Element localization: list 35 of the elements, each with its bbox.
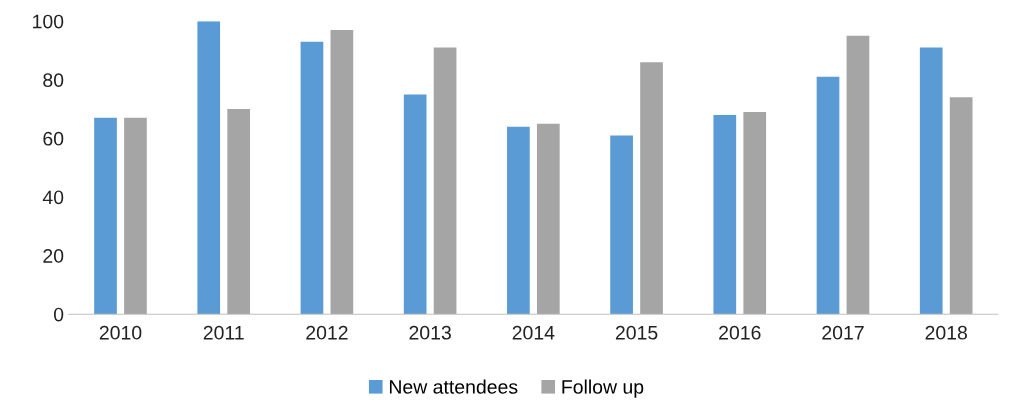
y-tick-label: 40 bbox=[42, 190, 64, 205]
x-tick-label: 2015 bbox=[615, 325, 658, 340]
y-tick-label: 100 bbox=[33, 14, 64, 29]
x-tick-label: 2018 bbox=[925, 325, 967, 340]
bar bbox=[124, 117, 147, 315]
y-tick-label: 20 bbox=[43, 249, 64, 263]
bar bbox=[433, 47, 457, 315]
y-tick-label: 60 bbox=[43, 131, 64, 146]
bar bbox=[536, 123, 560, 315]
x-tick-label: 2010 bbox=[99, 325, 142, 340]
bar bbox=[846, 35, 870, 315]
bar bbox=[227, 109, 251, 315]
x-tick-label: 2017 bbox=[822, 325, 864, 340]
bar bbox=[300, 41, 324, 315]
legend-label: Follow up bbox=[562, 379, 644, 398]
bar bbox=[743, 112, 767, 315]
bar bbox=[403, 94, 427, 315]
bar bbox=[330, 29, 354, 315]
bar bbox=[197, 21, 221, 315]
legend-label: New attendees bbox=[389, 379, 518, 394]
x-tick-label: 2013 bbox=[409, 325, 451, 340]
x-tick-label: 2014 bbox=[512, 325, 555, 340]
bar bbox=[919, 47, 943, 315]
bar bbox=[640, 62, 663, 315]
bar bbox=[816, 76, 840, 315]
y-tick-label: 0 bbox=[53, 307, 64, 322]
x-tick-label: 2012 bbox=[306, 325, 348, 340]
y-tick-label: 80 bbox=[43, 73, 64, 88]
x-tick-label: 2016 bbox=[719, 325, 761, 340]
bar bbox=[713, 114, 737, 315]
bar bbox=[949, 97, 973, 315]
x-tick-label: 2011 bbox=[203, 325, 244, 340]
bar bbox=[610, 135, 633, 315]
bar bbox=[507, 126, 530, 315]
bar bbox=[94, 117, 117, 315]
